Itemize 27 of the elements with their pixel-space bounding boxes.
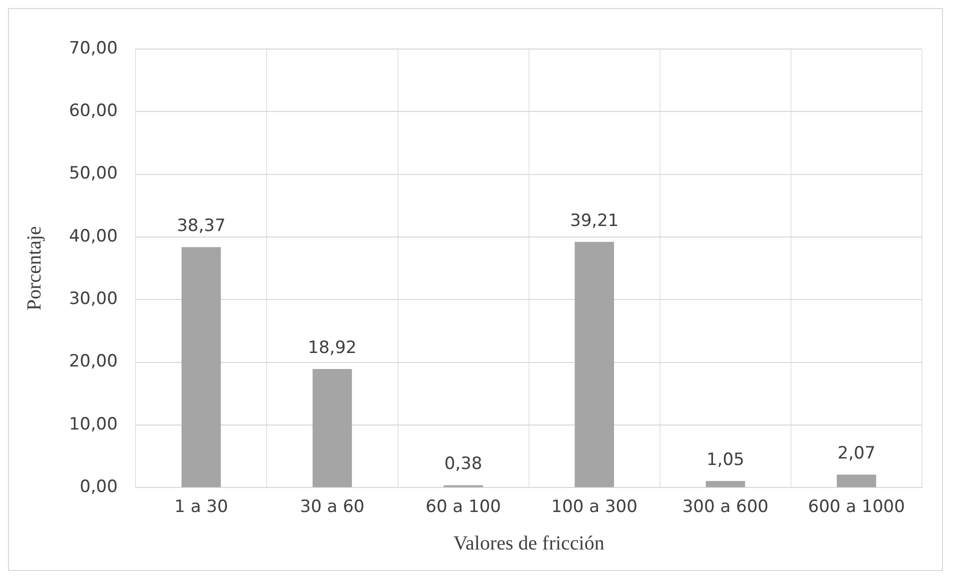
data-label: 39,21 (570, 210, 619, 231)
y-tick-label: 60,00 (68, 101, 118, 122)
x-tick-label: 60 a 100 (426, 497, 501, 518)
data-label: 0,38 (444, 454, 482, 474)
data-label: 2,07 (838, 444, 876, 464)
y-tick-label: 20,00 (68, 352, 118, 372)
y-tick-label: 10,00 (68, 414, 118, 434)
x-axis-title: Valores de fricción (453, 532, 604, 554)
y-tick-label: 70,00 (68, 38, 118, 58)
data-label: 1,05 (706, 450, 744, 470)
bar (836, 474, 876, 488)
y-tick-label: 50,00 (68, 164, 118, 184)
x-tick-label: 300 a 600 (682, 497, 768, 518)
x-tick-label: 600 a 1000 (808, 497, 905, 518)
bar (312, 369, 352, 488)
x-tick-label: 100 a 300 (551, 497, 638, 518)
data-label: 38,37 (176, 216, 226, 236)
bar (706, 481, 746, 488)
bar (574, 242, 614, 488)
y-tick-label: 40,00 (68, 226, 118, 246)
y-tick-label: 30,00 (68, 289, 118, 310)
data-label: 18,92 (308, 338, 357, 358)
y-axis-title: Porcentaje (23, 226, 46, 311)
y-tick-label: 0,00 (80, 477, 118, 498)
bar (182, 247, 221, 488)
x-tick-label: 30 a 60 (300, 497, 364, 518)
x-tick-label: 1 a 30 (174, 497, 228, 518)
